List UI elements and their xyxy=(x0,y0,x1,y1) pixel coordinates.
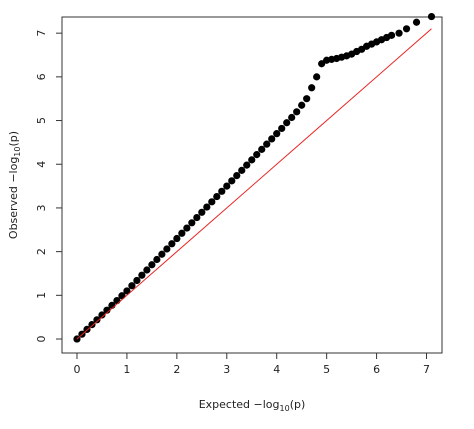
point xyxy=(283,119,291,127)
point xyxy=(248,156,256,164)
x-tick-label: 1 xyxy=(123,363,130,376)
x-tick-label: 6 xyxy=(373,363,380,376)
y-tick-label: 3 xyxy=(35,204,48,211)
y-label-tail: (p) xyxy=(7,131,20,147)
point xyxy=(98,311,106,319)
point xyxy=(243,161,251,169)
point xyxy=(233,172,241,180)
point xyxy=(298,101,306,109)
point xyxy=(178,229,186,237)
y-tick-label: 7 xyxy=(35,30,48,37)
point xyxy=(203,203,211,211)
point xyxy=(308,84,316,92)
x-label-tail: (p) xyxy=(290,398,306,411)
point xyxy=(188,219,196,227)
point xyxy=(208,198,216,206)
point xyxy=(138,271,146,279)
point xyxy=(318,60,326,68)
point xyxy=(402,25,411,33)
x-tick-label: 2 xyxy=(173,363,180,376)
y-axis-label: Observed −log10(p) xyxy=(7,131,22,239)
y-tick-label: 2 xyxy=(35,248,48,255)
point xyxy=(253,151,261,159)
point xyxy=(427,12,436,21)
point xyxy=(173,234,181,243)
point xyxy=(168,240,176,248)
x-tick-label: 4 xyxy=(273,363,280,376)
point xyxy=(88,320,96,329)
reference-line xyxy=(76,28,432,340)
point xyxy=(303,95,311,103)
point xyxy=(148,261,156,269)
point xyxy=(273,130,281,138)
point xyxy=(278,124,286,133)
point xyxy=(213,192,221,201)
point xyxy=(128,282,136,290)
point xyxy=(238,166,246,174)
point xyxy=(153,255,161,264)
point xyxy=(143,266,151,274)
point xyxy=(218,187,226,195)
point xyxy=(263,140,271,148)
y-tick-label: 4 xyxy=(35,161,48,168)
x-axis-label: Expected −log10(p) xyxy=(199,398,306,413)
point xyxy=(198,208,206,216)
y-tick-label: 5 xyxy=(35,117,48,124)
x-label-text: Expected −log xyxy=(199,398,280,411)
point xyxy=(387,31,396,39)
point xyxy=(228,177,236,185)
y-tick-label: 1 xyxy=(35,292,48,299)
point xyxy=(313,73,321,81)
plot-frame xyxy=(61,16,443,354)
x-tick-label: 5 xyxy=(323,363,330,376)
point xyxy=(258,145,266,153)
point xyxy=(288,113,296,122)
point xyxy=(293,108,301,116)
x-tick-label: 3 xyxy=(223,363,230,376)
point xyxy=(268,135,276,143)
x-label-sub: 10 xyxy=(280,404,290,413)
y-tick-label: 6 xyxy=(35,73,48,80)
point xyxy=(193,213,201,222)
x-tick-label: 0 xyxy=(73,363,80,376)
point xyxy=(133,276,141,285)
point xyxy=(158,250,166,258)
point xyxy=(412,18,421,26)
point xyxy=(223,182,231,190)
point xyxy=(93,316,101,324)
point xyxy=(103,306,111,314)
y-label-sub: 10 xyxy=(13,146,22,156)
x-tick-label: 7 xyxy=(423,363,430,376)
y-label-text: Observed −log xyxy=(7,157,20,239)
point xyxy=(395,29,403,37)
point xyxy=(123,287,131,295)
point xyxy=(163,245,171,253)
y-tick-label: 0 xyxy=(35,336,48,343)
point xyxy=(183,224,191,232)
